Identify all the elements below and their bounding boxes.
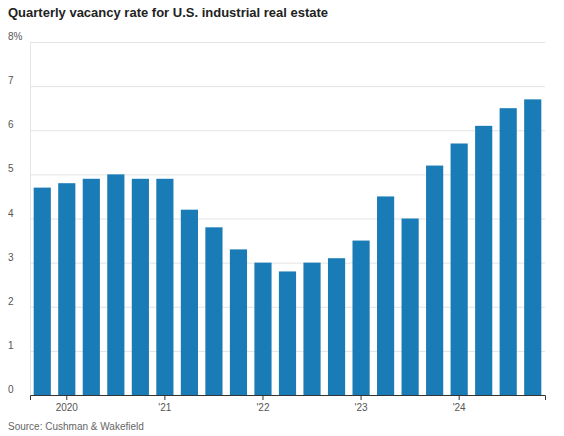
x-tick-mark xyxy=(262,395,263,400)
bar xyxy=(475,126,492,395)
bar xyxy=(83,179,100,395)
bar xyxy=(230,249,247,395)
y-tick-label: 5 xyxy=(8,163,14,174)
bar xyxy=(254,263,271,395)
x-tick-label: '24 xyxy=(453,402,466,413)
y-tick: 6 xyxy=(8,119,545,131)
bar xyxy=(328,258,345,395)
x-tick-label: '21 xyxy=(158,402,171,413)
x-tick-mark xyxy=(361,395,362,400)
y-tick: 7 xyxy=(8,75,545,87)
title: Quarterly vacancy rate for U.S. industri… xyxy=(8,5,328,20)
grid-line xyxy=(30,86,545,87)
bar xyxy=(352,241,369,395)
source: Source: Cushman & Wakefield xyxy=(8,421,144,432)
y-tick-label: 8% xyxy=(8,31,23,42)
x-axis: 2020 '21 '22 '23 '24 xyxy=(31,395,546,413)
x-tick-label: '23 xyxy=(355,402,368,413)
bar xyxy=(34,188,51,395)
y-axis: 0 1 2 3 4 5 6 7 8% xyxy=(8,31,545,396)
x-tick: '23 xyxy=(355,395,368,413)
bar xyxy=(377,196,394,395)
bar xyxy=(58,183,75,395)
x-tick-label: 2020 xyxy=(56,402,79,413)
bar xyxy=(156,179,173,395)
y-tick-label: 4 xyxy=(8,208,14,219)
bar xyxy=(426,166,443,395)
x-tick: 2020 xyxy=(56,395,79,413)
chart: Quarterly vacancy rate for U.S. industri… xyxy=(0,0,564,436)
x-axis-line xyxy=(31,396,546,401)
x-tick-mark xyxy=(66,395,67,400)
x-tick-label: '22 xyxy=(256,402,269,413)
y-tick: 8% xyxy=(8,31,545,43)
bar xyxy=(303,263,320,395)
y-axis-line xyxy=(31,43,546,396)
grid-line xyxy=(30,42,545,43)
x-tick: '24 xyxy=(453,395,466,413)
x-tick-mark xyxy=(164,395,165,400)
x-tick: '21 xyxy=(158,395,171,413)
bar xyxy=(524,99,541,395)
grid-line xyxy=(30,130,545,131)
bar xyxy=(402,219,419,396)
x-tick-mark xyxy=(459,395,460,400)
bars xyxy=(34,99,542,395)
y-tick-label: 1 xyxy=(8,340,14,351)
bar xyxy=(451,143,468,395)
bar xyxy=(500,108,517,395)
bar xyxy=(132,179,149,395)
y-tick-label: 3 xyxy=(8,252,14,263)
y-tick-label: 2 xyxy=(8,296,14,307)
y-tick-label: 0 xyxy=(8,384,14,395)
y-tick-label: 6 xyxy=(8,119,14,130)
bar xyxy=(205,227,222,395)
bar xyxy=(279,271,296,395)
bar xyxy=(107,174,124,395)
y-tick-label: 7 xyxy=(8,75,14,86)
x-tick: '22 xyxy=(256,395,269,413)
bar xyxy=(181,210,198,395)
